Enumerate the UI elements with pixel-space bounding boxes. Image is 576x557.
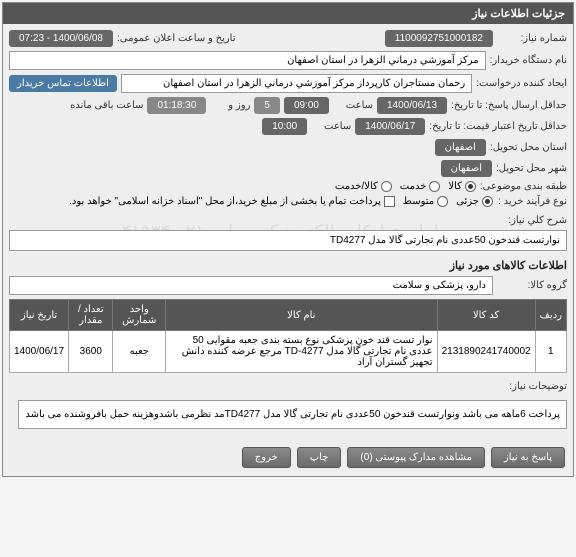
th-unit: واحد شمارش (113, 300, 166, 331)
need-number-label: شماره نیاز: (497, 33, 567, 44)
th-qty: تعداد / مقدار (69, 300, 113, 331)
cell-qty: 3600 (69, 331, 113, 373)
cat-service-label: خدمت (400, 181, 427, 192)
button-bar: پاسخ به نیاز مشاهده مدارک پیوستی (0) چاپ… (3, 439, 573, 476)
cell-code: 2131890241740002 (437, 331, 535, 373)
deadline-time: 09:00 (284, 97, 329, 114)
location-value: اصفهان (435, 139, 486, 156)
cat-both-label: کالا/خدمت (335, 181, 378, 192)
exit-button[interactable]: خروج (242, 447, 291, 468)
pt-medium-label: متوسط (403, 196, 434, 207)
goods-info-title: اطلاعات کالاهای مورد نیاز (9, 259, 567, 272)
radio-medium[interactable] (437, 196, 448, 207)
attachments-button[interactable]: مشاهده مدارک پیوستی (0) (347, 447, 485, 468)
need-number-value: 1100092751000182 (385, 30, 493, 47)
purchase-type-group: جزئی متوسط پرداخت تمام یا بخشی از مبلغ خ… (69, 196, 493, 207)
th-code: کد کالا (437, 300, 535, 331)
location-label: استان محل تحویل: (490, 142, 567, 153)
form-body: سامانه تدارکات الکترونیکی دولت ۰۲۱-۴۱۹۳۴… (3, 24, 573, 439)
reply-button[interactable]: پاسخ به نیاز (491, 447, 565, 468)
table-header-row: ردیف کد کالا نام کالا واحد شمارش تعداد /… (10, 300, 567, 331)
remaining-label: ساعت باقی مانده (70, 100, 143, 111)
category-radio-group: کالا خدمت کالا/خدمت (335, 181, 476, 192)
radio-goods[interactable] (465, 181, 476, 192)
days-value: 5 (254, 97, 280, 114)
panel-header: جزئیات اطلاعات نیاز (3, 3, 573, 24)
deadline-time-label: ساعت (333, 100, 373, 111)
notes-value: پرداخت 6ماهه می باشد ونوارتست قندخون 50ع… (18, 400, 567, 429)
cell-date: 1400/06/17 (10, 331, 69, 373)
goods-group-value: دارو، پزشکی و سلامت (9, 276, 493, 295)
validity-date: 1400/06/17 (355, 118, 425, 135)
validity-time-label: ساعت (311, 121, 351, 132)
cell-row: 1 (535, 331, 566, 373)
cat-goods-label: کالا (448, 181, 462, 192)
countdown-value: 01:18:30 (147, 97, 206, 114)
announce-label: تاریخ و ساعت اعلان عمومی: (117, 33, 236, 44)
city-label: شهر محل تحویل: (496, 163, 567, 174)
print-button[interactable]: چاپ (297, 447, 342, 468)
goods-table: ردیف کد کالا نام کالا واحد شمارش تعداد /… (9, 299, 567, 373)
city-value: اصفهان (441, 160, 492, 177)
pt-partial-label: جزئی (456, 196, 479, 207)
panel-title: جزئیات اطلاعات نیاز (472, 8, 565, 20)
notes-label: توضیحات نیاز: (497, 381, 567, 392)
goods-group-label: گروه کالا: (497, 280, 567, 291)
category-label: طبقه بندی موضوعی: (480, 181, 567, 192)
cell-unit: جعبه (113, 331, 166, 373)
cell-name: نوار تست قند خون پزشکی نوع بسته بندی جعب… (166, 331, 438, 373)
validity-label: حداقل تاریخ اعتبار قیمت: تا تاریخ: (429, 121, 567, 132)
pt-note-label: پرداخت تمام یا بخشی از مبلغ خرید،از محل … (69, 196, 381, 207)
th-date: تاریخ نیاز (10, 300, 69, 331)
requester-value: رحمان مستاجران کارپرداز مرکز آموزشي درما… (121, 74, 472, 93)
desc-value: نوارتست قندخون 50عددی نام تجارتی گالا مد… (9, 230, 567, 251)
buyer-org-label: نام دستگاه خریدار: (490, 55, 567, 66)
days-label: روز و (210, 100, 250, 111)
announce-value: 1400/06/08 - 07:23 (9, 30, 113, 47)
deadline-label: حداقل ارسال پاسخ: تا تاریخ: (451, 100, 567, 111)
desc-label: شرح کلي نیاز: (497, 215, 567, 226)
requester-label: ایجاد کننده درخواست: (476, 78, 567, 89)
details-panel: جزئیات اطلاعات نیاز سامانه تدارکات الکتر… (2, 2, 574, 477)
checkbox-treasury[interactable] (384, 196, 395, 207)
radio-both[interactable] (381, 181, 392, 192)
th-row: ردیف (535, 300, 566, 331)
radio-partial[interactable] (482, 196, 493, 207)
table-row: 1 2131890241740002 نوار تست قند خون پزشک… (10, 331, 567, 373)
contact-badge[interactable]: اطلاعات تماس خریدار (9, 75, 117, 92)
radio-service[interactable] (429, 181, 440, 192)
buyer-org-value: مرکز آموزشي درماني الزهرا در استان اصفها… (9, 51, 486, 70)
validity-time: 10:00 (262, 118, 307, 135)
th-name: نام کالا (166, 300, 438, 331)
deadline-date: 1400/06/13 (377, 97, 447, 114)
purchase-type-label: نوع فرآیند خرید : (497, 196, 567, 207)
